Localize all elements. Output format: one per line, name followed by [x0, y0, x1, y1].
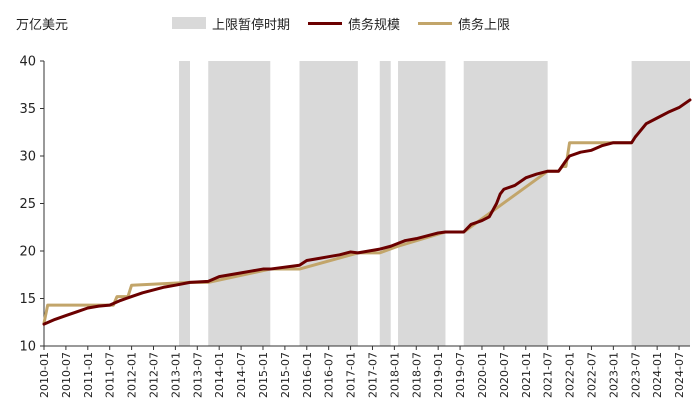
- legend-label-ceiling: 债务上限: [458, 17, 511, 33]
- y-tick-label-10: 10: [19, 340, 36, 355]
- suspension-band-1: [179, 61, 190, 346]
- x-tick-label-2016-07: 2016-07: [323, 352, 336, 398]
- x-tick-label-2021-01: 2021-01: [520, 352, 533, 398]
- x-tick-label-2017-01: 2017-01: [345, 352, 358, 398]
- legend-item-suspension: 上限暂停时期: [172, 14, 290, 33]
- x-tick-label-2018-07: 2018-07: [410, 352, 423, 398]
- series-line-debt: [42, 98, 692, 326]
- y-tick-label-30: 30: [19, 150, 36, 165]
- x-tick-label-2020-01: 2020-01: [476, 352, 489, 398]
- x-tick-label-2021-07: 2021-07: [542, 352, 555, 398]
- x-tick-label-2020-07: 2020-07: [498, 352, 511, 398]
- y-tick-label-15: 15: [19, 292, 36, 307]
- x-tick-label-2024-01: 2024-01: [651, 352, 664, 398]
- x-tick-label-2022-07: 2022-07: [585, 352, 598, 398]
- x-tick-label-2023-07: 2023-07: [629, 352, 642, 398]
- legend: 上限暂停时期 债务规模 债务上限: [172, 14, 528, 33]
- x-tick-label-2013-07: 2013-07: [191, 352, 204, 398]
- legend-swatch-debt: [308, 21, 343, 25]
- x-tick-label-2024-07: 2024-07: [673, 352, 686, 398]
- x-tick-label-2014-01: 2014-01: [213, 352, 226, 398]
- legend-label-suspension: 上限暂停时期: [212, 17, 291, 33]
- x-tick-label-2022-01: 2022-01: [564, 352, 577, 398]
- x-tick-label-2017-07: 2017-07: [366, 352, 379, 398]
- y-unit-label: 万亿美元: [16, 18, 69, 33]
- legend-item-debt: 债务规模: [308, 14, 400, 33]
- suspension-band-4: [379, 61, 391, 346]
- x-tick-label-2011-07: 2011-07: [104, 352, 117, 398]
- x-tick-label-2010-01: 2010-01: [38, 352, 51, 398]
- x-tick-label-2018-01: 2018-01: [388, 352, 401, 398]
- x-tick-label-2011-01: 2011-01: [82, 352, 95, 398]
- x-tick-label-2016-01: 2016-01: [301, 352, 314, 398]
- y-tick-label-20: 20: [19, 245, 36, 260]
- legend-label-debt: 债务规模: [348, 17, 401, 33]
- x-tick-label-2013-01: 2013-01: [169, 352, 182, 398]
- legend-swatch-suspension: [172, 17, 206, 29]
- suspension-band-7: [631, 61, 690, 346]
- x-tick-label-2019-07: 2019-07: [454, 352, 467, 398]
- x-tick-label-2023-01: 2023-01: [607, 352, 620, 398]
- suspension-band-5: [398, 61, 446, 346]
- x-tick-label-2012-01: 2012-01: [126, 352, 139, 398]
- x-tick-label-2019-01: 2019-01: [432, 352, 445, 398]
- y-tick-label-35: 35: [19, 102, 36, 117]
- legend-swatch-ceiling: [418, 21, 453, 25]
- x-tick-label-2015-07: 2015-07: [279, 352, 292, 398]
- suspension-band-6: [463, 61, 548, 346]
- x-tick-label-2012-07: 2012-07: [147, 352, 160, 398]
- suspension-band-2: [208, 61, 271, 346]
- y-tick-label-40: 40: [19, 55, 36, 70]
- suspension-band-3: [299, 61, 358, 346]
- x-tick-label-2015-01: 2015-01: [257, 352, 270, 398]
- x-tick-label-2010-07: 2010-07: [60, 352, 73, 398]
- x-tick-label-2014-07: 2014-07: [235, 352, 248, 398]
- legend-item-ceiling: 债务上限: [418, 14, 510, 33]
- y-tick-label-25: 25: [19, 197, 36, 212]
